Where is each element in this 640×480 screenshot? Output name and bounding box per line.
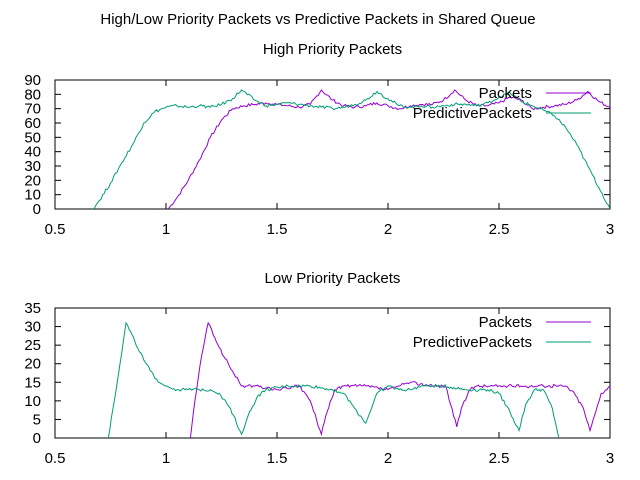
y-tick-label: 0 [33, 430, 41, 447]
y-tick-label: 10 [24, 187, 41, 204]
plot-frame [54, 307, 611, 439]
y-tick-label: 25 [24, 337, 41, 354]
figure-title: High/Low Priority Packets vs Predictive … [100, 11, 535, 28]
y-tick-label: 60 [24, 115, 41, 132]
x-tick-label: 1.5 [267, 221, 288, 238]
panel-title: High Priority Packets [263, 41, 402, 58]
y-tick-label: 20 [24, 356, 41, 373]
y-tick-label: 50 [24, 129, 41, 146]
y-tick-label: 15 [24, 374, 41, 391]
x-tick-label: 2.5 [489, 450, 510, 467]
panel-title: Low Priority Packets [265, 270, 401, 287]
plot-frame [54, 79, 611, 210]
x-tick-label: 1.5 [267, 450, 288, 467]
y-tick-label: 10 [24, 393, 41, 410]
y-tick-label: 20 [24, 172, 41, 189]
legend-label: Packets [479, 85, 532, 102]
y-tick-label: 70 [24, 101, 41, 118]
legend-label: Packets [479, 314, 532, 331]
legend-label: PredictivePackets [413, 105, 532, 122]
y-tick-label: 30 [24, 158, 41, 175]
y-tick-label: 80 [24, 86, 41, 103]
y-tick-label: 35 [24, 300, 41, 317]
x-tick-label: 0.5 [45, 221, 66, 238]
x-tick-label: 2 [384, 450, 392, 467]
x-tick-label: 0.5 [45, 450, 66, 467]
series-line-predictivepackets [92, 89, 610, 209]
x-tick-label: 3 [606, 221, 614, 238]
y-tick-label: 0 [33, 201, 41, 218]
x-tick-label: 2 [384, 221, 392, 238]
x-tick-label: 1 [162, 221, 170, 238]
legend-label: PredictivePackets [413, 334, 532, 351]
series-line-packets [167, 89, 610, 209]
x-tick-label: 1 [162, 450, 170, 467]
y-tick-label: 40 [24, 144, 41, 161]
y-tick-label: 90 [24, 72, 41, 89]
series-line-predictivepackets [107, 321, 560, 438]
x-tick-label: 2.5 [489, 221, 510, 238]
x-tick-label: 3 [606, 450, 614, 467]
y-tick-label: 30 [24, 319, 41, 336]
y-tick-label: 5 [33, 411, 41, 428]
series-line-packets [189, 321, 610, 438]
